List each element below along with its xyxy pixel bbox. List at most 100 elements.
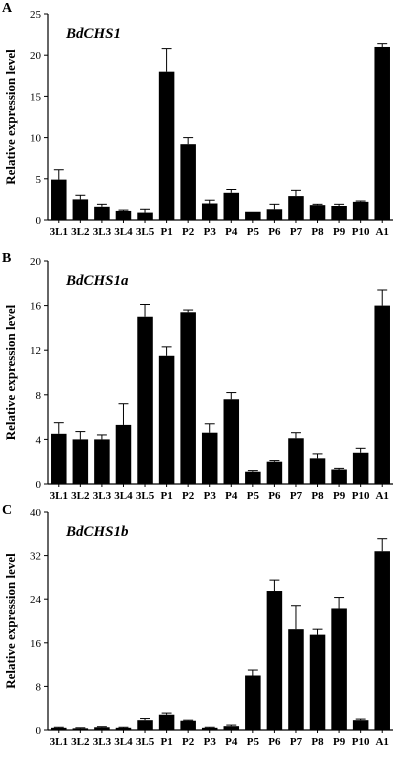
bar-3l5 [137,720,153,730]
x-tick-label: P6 [268,226,281,238]
y-tick-label: 32 [30,551,41,563]
x-tick-label: P1 [160,490,172,502]
y-tick-label: 20 [30,256,42,268]
bar-p8 [309,458,326,484]
x-tick-label: P2 [182,490,195,502]
bar-p9 [331,469,347,484]
bar-p9 [331,608,347,730]
bar-a1 [374,46,390,221]
y-tick-label: 40 [30,507,42,519]
chart-title: BdCHS1b [65,524,129,540]
x-tick-label: 3L1 [50,226,68,238]
bar-3l3 [94,439,110,484]
x-tick-label: P7 [290,490,303,502]
bar-p6 [266,461,283,484]
bar-3l1 [51,179,67,220]
x-tick-label: P10 [352,490,370,502]
bar-p8 [309,205,326,220]
bar-a1 [374,305,390,484]
y-axis-title: Relative expression level [3,304,18,440]
x-tick-label: P1 [160,736,172,748]
bar-p4 [223,192,240,220]
chart-panel-a: A BdCHS1 Relative expression level 0 5 10 15 20… [2,1,393,238]
y-tick-label: 0 [36,725,42,737]
bar-p10 [352,452,369,484]
bar-3l5 [137,316,153,484]
x-tick-label: P10 [352,226,370,238]
bar-p3 [201,432,218,484]
x-tick-label: P7 [290,226,303,238]
x-tick-label: 3L2 [71,490,90,502]
x-tick-label: 3L1 [50,736,68,748]
panel-letter: A [2,1,13,16]
bar-p1 [158,355,175,484]
bar-3l4 [115,727,132,730]
chart-panel-b: B BdCHS1a Relative expression level 0 4 8 12 16… [2,251,393,502]
bar-p5 [245,211,261,220]
y-tick-label: 16 [30,638,42,650]
bar-p7 [288,629,304,730]
chart-panel-c: C BdCHS1b Relative expression level 0 8 16 24 3… [2,503,393,748]
chart-title: BdCHS1a [65,273,129,289]
bar-p3 [201,203,218,220]
x-tick-label: P9 [333,736,346,748]
y-tick-label: 16 [30,301,42,313]
x-tick-label: P9 [333,226,346,238]
y-tick-label: 20 [30,50,42,62]
bar-3l2 [72,728,89,730]
bar-p2 [180,720,196,730]
x-tick-label: P5 [247,490,260,502]
y-tick-label: 12 [30,345,41,357]
bar-p9 [331,205,347,220]
bar-p1 [158,71,175,221]
x-tick-label: P2 [182,736,195,748]
bar-3l2 [72,439,89,484]
bar-p2 [180,144,196,220]
x-tick-label: A1 [375,736,388,748]
bar-p7 [288,438,304,484]
x-tick-label: P3 [204,490,217,502]
bar-3l1 [51,433,67,484]
y-axis-title: Relative expression level [3,49,18,185]
y-tick-label: 4 [36,434,42,446]
x-tick-label: A1 [375,490,388,502]
y-tick-label: 8 [36,681,42,693]
x-tick-label: P5 [247,736,260,748]
x-tick-label: 3L4 [114,226,133,238]
y-tick-label: 24 [30,594,42,606]
chart-title: BdCHS1 [65,26,121,42]
x-tick-label: P4 [225,490,238,502]
y-tick-label: 15 [30,91,42,103]
x-tick-label: P2 [182,226,195,238]
x-tick-label: P8 [311,226,324,238]
bar-3l5 [137,212,153,220]
bar-p6 [266,209,283,220]
bar-p10 [352,201,369,220]
x-tick-label: P1 [160,226,172,238]
x-tick-label: 3L4 [114,490,133,502]
x-tick-label: 3L4 [114,736,133,748]
bar-3l2 [72,199,89,220]
x-tick-label: 3L5 [136,736,155,748]
bar-3l4 [115,424,132,484]
bar-p1 [158,714,175,730]
x-tick-label: P10 [352,736,370,748]
x-tick-label: P7 [290,736,303,748]
x-tick-label: P5 [247,226,260,238]
x-tick-label: 3L5 [136,226,155,238]
x-tick-label: 3L5 [136,490,155,502]
bar-p4 [223,726,240,730]
y-tick-label: 25 [30,9,42,21]
bar-p5 [245,675,261,730]
bar-3l1 [51,727,67,730]
y-tick-label: 8 [36,390,42,402]
bar-p8 [309,634,326,730]
y-tick-label: 5 [36,174,42,186]
bar-p6 [266,591,283,730]
x-tick-label: P8 [311,490,324,502]
bar-p3 [201,727,218,730]
x-tick-label: P4 [225,736,238,748]
panel-letter: B [2,251,11,266]
bar-p10 [352,720,369,730]
bar-p7 [288,196,304,220]
